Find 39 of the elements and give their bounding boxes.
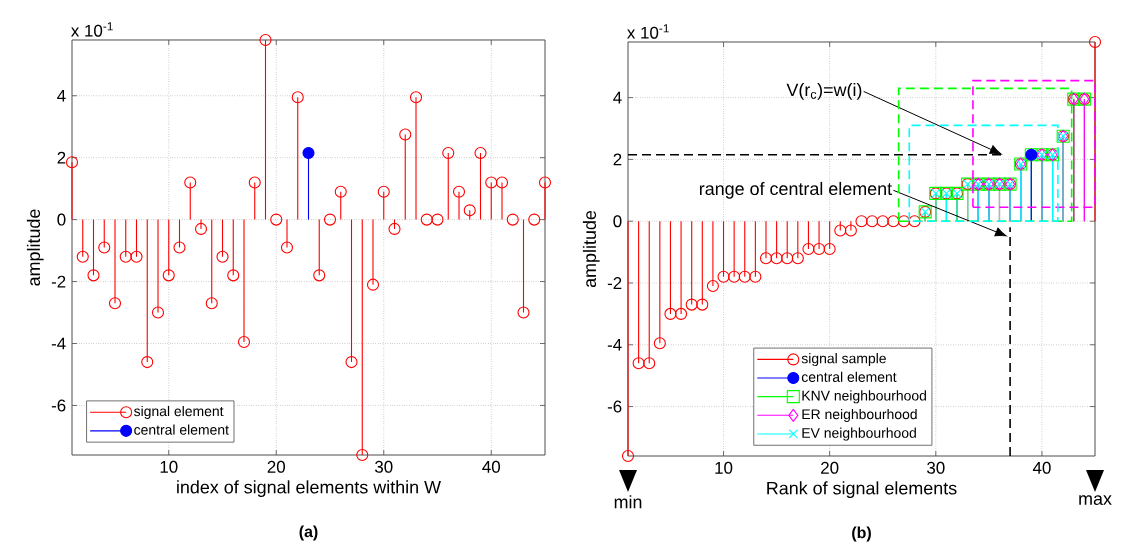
x-axis-title: Rank of signal elements	[767, 481, 957, 499]
legend-label: KNV neighbourhood	[802, 390, 926, 404]
x-tick-label: 40	[1032, 461, 1051, 474]
x-tick-label: 10	[715, 461, 733, 474]
y-tick-label: -6	[51, 399, 66, 412]
x-tick-label: 40	[482, 460, 501, 473]
y-tick-label: -4	[51, 337, 66, 350]
y-tick-label: 4	[613, 91, 622, 104]
x-tick-label: 10	[160, 460, 178, 473]
legend-label: signal sample	[801, 353, 886, 367]
y-tick-label: -6	[607, 400, 622, 413]
y-axis-title: amplitude	[582, 210, 600, 288]
text: (a)	[299, 525, 318, 541]
y-tick-label: -2	[607, 277, 622, 289]
annotation: V(r$_{c}$)=w(i)	[786, 83, 862, 100]
annotation: range of central element	[699, 181, 892, 199]
y-tick-label: 2	[613, 153, 622, 166]
legend-label: central element	[134, 424, 229, 435]
y-tick-label: 4	[57, 89, 66, 102]
y-tick-label: 0	[613, 215, 622, 228]
legend-label: ER neighbourhood	[802, 408, 917, 422]
y-axis-title: amplitude	[26, 209, 44, 286]
text: max	[1079, 495, 1112, 506]
x-tick-label: 30	[927, 461, 945, 474]
text: x 10$^{-1}$	[71, 22, 113, 37]
x-tick-label: 20	[267, 460, 286, 473]
x-tick-label: 30	[374, 460, 393, 473]
text: x 10$^{-1}$	[627, 24, 669, 39]
legend-label: signal element	[134, 405, 224, 419]
y-tick-label: 2	[57, 151, 66, 164]
y-tick-label: 0	[57, 213, 66, 226]
x-axis-title: index of signal elements within W	[177, 480, 441, 498]
text: min	[614, 495, 642, 509]
y-tick-label: -4	[607, 338, 622, 351]
legend-label: central element	[801, 371, 897, 382]
legend-label: EV neighbourhood	[802, 427, 916, 441]
x-tick-label: 20	[821, 461, 839, 474]
text: (b)	[852, 526, 871, 542]
y-tick-label: -2	[51, 275, 66, 288]
